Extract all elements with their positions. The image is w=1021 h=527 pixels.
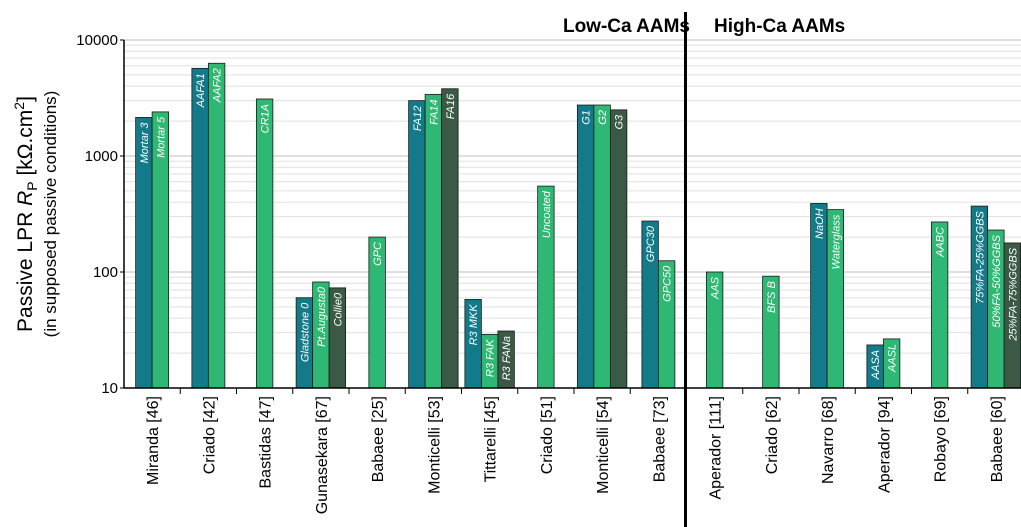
bar-label: NaOH xyxy=(814,208,826,239)
bar-label: G3 xyxy=(614,114,626,130)
bar-label: 50%FA-50%GGBS xyxy=(991,234,1003,327)
category-label: Aperador [94] xyxy=(876,396,893,493)
y-axis-sublabel: (in supposed passive conditions) xyxy=(41,91,60,338)
y-tick-label: 10000 xyxy=(76,32,118,49)
bar-label: Waterglass xyxy=(830,214,842,269)
category-label: Monticelli [53] xyxy=(426,396,443,494)
bar-label: Collie0 xyxy=(332,292,344,327)
bar-label: GPC50 xyxy=(662,265,674,302)
bar-label: Uncoated xyxy=(541,190,553,238)
bar-label: AASL xyxy=(887,344,899,373)
category-label: Babaee [60] xyxy=(989,396,1006,482)
bar-label: R3 FANa xyxy=(501,336,513,380)
y-tick-label: 1000 xyxy=(85,148,118,165)
bar xyxy=(441,88,459,389)
y-axis-label-unit: [kΩ.cm xyxy=(14,110,37,182)
category-label: Bastidas [47] xyxy=(258,396,275,489)
group-title-high-ca: High-Ca AAMs xyxy=(714,16,845,37)
bar xyxy=(191,67,209,389)
group-title-low-ca: Low-Ca AAMs xyxy=(563,16,690,37)
bar-label: AABC xyxy=(935,227,947,258)
y-axis-label-subscript: P xyxy=(24,181,40,190)
category-label: Babaee [25] xyxy=(370,396,387,482)
bar xyxy=(576,104,595,389)
bar-label: 25%FA-75%GGBS xyxy=(1007,247,1019,341)
bar-label: FA16 xyxy=(445,93,457,119)
bar xyxy=(593,104,611,389)
bar-label: FA12 xyxy=(412,106,424,131)
bar-label: AASA xyxy=(870,350,882,380)
y-axis-label: Passive LPR RP [kΩ.cm2] xyxy=(11,96,40,332)
bar-label: FA14 xyxy=(428,99,440,124)
category-label: Monticelli [54] xyxy=(595,396,612,494)
y-tick-label: 10 xyxy=(101,380,118,397)
bar-label: AAS xyxy=(710,276,722,300)
category-label: Miranda [46] xyxy=(145,396,162,485)
bar-label: Pt.Augusta0 xyxy=(316,286,328,347)
bar xyxy=(408,100,426,389)
bar-label: R3 FAK xyxy=(485,339,497,377)
category-label: Aperador [111] xyxy=(708,396,725,499)
bar-label: AAFA1 xyxy=(195,73,207,108)
bar-label: CR1A xyxy=(260,104,272,133)
bar-label: GPC30 xyxy=(645,225,657,262)
bar-label: G2 xyxy=(597,110,609,125)
bar-label: GPC xyxy=(372,242,384,266)
bar-label: 75%FA-25%GGBS xyxy=(974,210,986,303)
y-axis-label-r: R xyxy=(14,191,37,206)
category-label: Criado [42] xyxy=(201,396,218,474)
bar-label: Gladstone 0 xyxy=(299,302,311,362)
y-axis-label-superscript: 2 xyxy=(11,102,27,110)
category-label: Navarro [68] xyxy=(820,396,837,484)
category-label: Gunasekara [67] xyxy=(314,396,331,514)
y-axis-label-text: Passive LPR xyxy=(14,206,37,332)
category-label: Tittarelli [45] xyxy=(483,396,500,483)
y-axis-title: Passive LPR RP [kΩ.cm2] (in supposed pas… xyxy=(11,91,60,338)
bar xyxy=(609,109,628,389)
category-label: Criado [51] xyxy=(539,396,556,474)
bar-label: G1 xyxy=(581,110,593,125)
bar-label: BFS B xyxy=(766,281,778,313)
grid-lines xyxy=(124,39,1021,389)
bar xyxy=(424,93,443,389)
axes xyxy=(120,12,1021,527)
bar-label: Mortar 3 xyxy=(139,122,151,164)
labels: 10 100 1000 10000 Mortar 3 Mortar 5 Miranda [4… xyxy=(76,32,1019,514)
bar-label: R3 MKK xyxy=(468,304,480,346)
bar xyxy=(255,98,274,389)
y-tick-label: 100 xyxy=(93,264,118,281)
category-label: Babaee [73] xyxy=(651,396,668,482)
y-axis-label-close: ] xyxy=(14,96,37,102)
category-label: Criado [62] xyxy=(764,396,781,474)
bar xyxy=(207,62,226,389)
bar-label: AAFA2 xyxy=(212,68,224,103)
bar-label: Mortar 5 xyxy=(155,116,167,158)
category-label: Robayo [69] xyxy=(933,396,950,482)
